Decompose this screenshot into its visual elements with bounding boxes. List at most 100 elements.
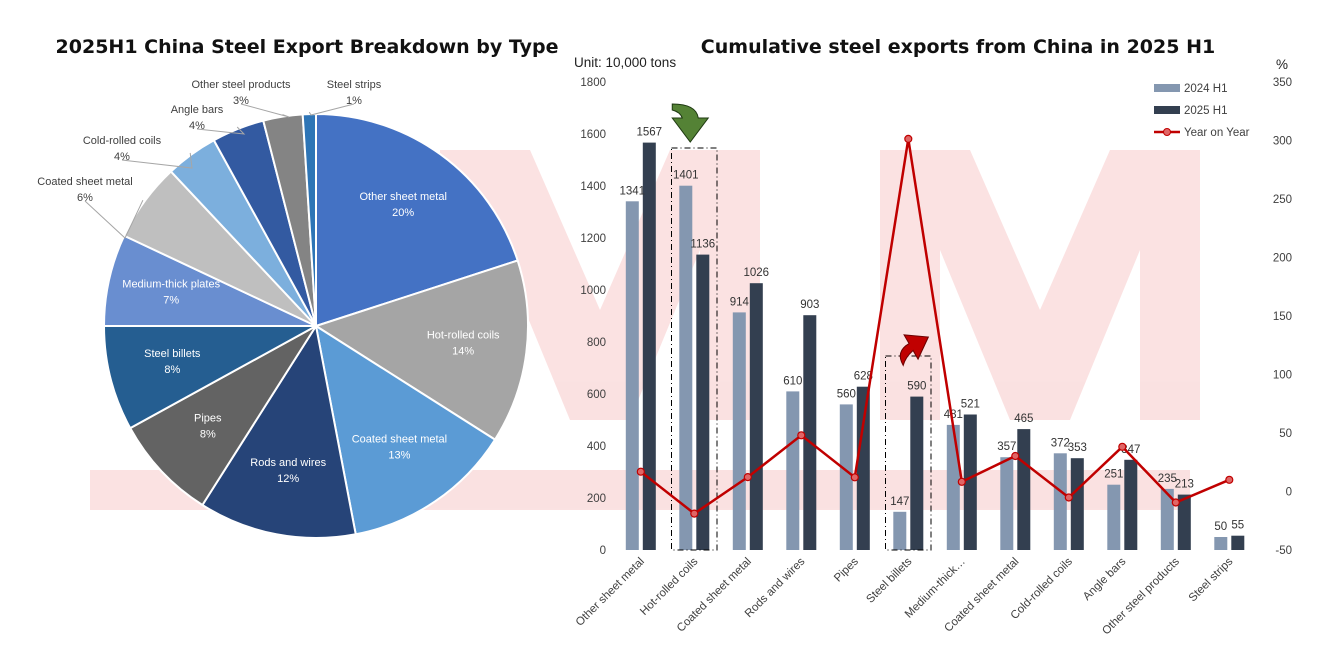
bar-2025-h1-steel-strips	[1231, 535, 1245, 550]
bar-label-2024-h1-medium-thick: 481	[944, 409, 963, 421]
pie-pct-steel-strips: 1%	[346, 95, 362, 107]
y2-unit: %	[1276, 57, 1288, 72]
pie-title: 2025H1 China Steel Export Breakdown by T…	[56, 36, 559, 58]
y2-tick--50: -50	[1275, 545, 1292, 557]
bar-label-2025-h1-steel-strips: 55	[1231, 520, 1244, 532]
pie-label-angle-bars: Angle bars	[171, 104, 224, 116]
yoy-point-angle-bars	[1118, 442, 1127, 451]
pie-label-coated-sheet-metal: Coated sheet metal	[37, 176, 132, 188]
y-tick-400: 400	[587, 441, 606, 453]
pie-pct-hot-rolled-coils: 14%	[452, 346, 474, 358]
pie-leader-other-steel-products	[240, 103, 290, 118]
highlight-box-hot-rolled-coils	[671, 147, 718, 551]
pie-pct-pipes: 8%	[200, 429, 216, 441]
pie-slices	[102, 112, 529, 539]
yoy-point-hot-rolled-coils	[690, 509, 699, 518]
bar-2025-h1-hot-rolled-coils	[696, 254, 710, 550]
pie-slice-coated-sheet-metal	[314, 323, 497, 536]
bar-label-2025-h1-medium-thick: 521	[961, 399, 980, 411]
pie-leader-angle-bars	[196, 126, 246, 135]
pie-slice-rods-and-wires	[201, 323, 357, 539]
bar-2024-h1-steel-strips	[1214, 537, 1228, 550]
legend-marker-yoy	[1163, 128, 1171, 136]
y2-tick-0: 0	[1286, 487, 1292, 499]
pie-leader-lines	[84, 103, 355, 239]
pie-slice-pipes	[128, 325, 317, 507]
y-tick-1000: 1000	[580, 285, 606, 297]
y2-axis-ticks: -50 0 50 100 150 200 250 300 350	[1273, 77, 1292, 557]
y-tick-1600: 1600	[580, 129, 606, 141]
y-tick-800: 800	[587, 337, 606, 349]
pie-labels: Other sheet metal 20% Hot-rolled coils 14% C…	[37, 79, 500, 485]
bar-2024-h1-pipes	[839, 404, 853, 550]
bar-2025-h1-cold-rolled-coils	[1070, 458, 1084, 550]
y-tick-1800: 1800	[580, 77, 606, 89]
pie-leader-steel-strips	[308, 103, 355, 116]
bar-2025-h1-angle-bars	[1124, 459, 1138, 550]
y-axis-ticks: 0 200 400 600 800 1000 1200 1400 1600 1800	[580, 77, 606, 557]
bar-label-2024-h1-hot-rolled-coils: 1401	[673, 170, 699, 182]
bar-label-2024-h1-steel-strips: 50	[1214, 521, 1227, 533]
y-tick-1400: 1400	[580, 181, 606, 193]
bar-2024-h1-coated-sheet-metal	[1000, 457, 1014, 550]
bar-label-2024-h1-cold-rolled-coils: 372	[1051, 437, 1070, 449]
pie-leader-cold-rolled-coils	[121, 152, 193, 169]
y-tick-200: 200	[587, 493, 606, 505]
bar-2024-h1-medium-thick	[946, 424, 960, 550]
bar-2024-h1-angle-bars	[1107, 484, 1121, 550]
bar-label-2025-h1-steel-billets: 590	[907, 381, 926, 393]
bars	[625, 142, 1245, 551]
x-label-other-sheet-metal: Other sheet metal	[574, 556, 647, 629]
pie-pct-angle-bars: 4%	[189, 120, 205, 132]
pie-label-other-steel-products: Other steel products	[191, 79, 291, 91]
arrow-up-icon	[899, 334, 930, 367]
pie-pct-other-sheet-metal: 20%	[392, 207, 414, 219]
bar-label-2025-h1-other-steel-products: 213	[1175, 479, 1194, 491]
bar-2025-h1-other-sheet-metal	[642, 142, 656, 550]
pie-pct-other-steel-products: 3%	[233, 95, 249, 107]
bar-label-2025-h1-cold-rolled-coils: 353	[1068, 442, 1087, 454]
pie-pct-coated-sheet-metal: 6%	[77, 192, 93, 204]
pie-pct-cold-rolled-coils: 4%	[114, 151, 130, 163]
bar-2025-h1-medium-thick	[963, 414, 977, 550]
yoy-point-other-steel-products	[1171, 498, 1180, 507]
bar-2024-h1-rods-and-wires	[786, 391, 800, 550]
pie-label-pipes: Pipes	[194, 413, 222, 425]
x-label-pipes: Pipes	[832, 555, 861, 584]
bar-2024-h1-hot-rolled-coils	[679, 185, 693, 550]
pie-label-rods-and-wires: Rods and wires	[250, 457, 326, 469]
bar-label-2024-h1-other-steel-products: 235	[1158, 473, 1177, 485]
bar-label-2025-h1-coated-sheet-metal: 465	[1014, 413, 1033, 425]
y2-tick-50: 50	[1279, 428, 1292, 440]
pie-pct-rods-and-wires: 12%	[277, 473, 299, 485]
x-label-steel-billets: Steel billets	[864, 555, 914, 605]
bar-2025-h1-steel-billets	[910, 396, 924, 550]
bar-label-2025-h1-rods-and-wires: 903	[800, 299, 819, 311]
legend-swatch-2025-h1	[1154, 106, 1180, 114]
bar-label-2025-h1-other-sheet-metal: 1567	[637, 127, 663, 139]
pie-label-steel-billets: Steel billets	[144, 348, 201, 360]
pie-chart: 2025H1 China Steel Export Breakdown by T…	[37, 36, 559, 539]
legend-label-yoy: Year on Year	[1184, 127, 1250, 139]
bar-2025-h1-coated-sheet-metal	[1017, 429, 1031, 550]
y2-tick-200: 200	[1273, 253, 1292, 265]
pie-label-other-sheet-metal: Other sheet metal	[359, 191, 446, 203]
pie-leader-coated-sheet-metal	[84, 199, 144, 239]
y2-tick-350: 350	[1273, 77, 1292, 89]
bar-label-2024-h1-coated-sheet-metal: 914	[730, 296, 750, 308]
yoy-point-steel-billets	[904, 134, 913, 143]
yoy-point-steel-strips	[1225, 475, 1234, 484]
bar-label-2024-h1-other-sheet-metal: 1341	[620, 185, 646, 197]
pie-label-cold-rolled-coils: Cold-rolled coils	[83, 135, 162, 147]
yoy-point-cold-rolled-coils	[1064, 493, 1073, 502]
bar-label-2024-h1-coated-sheet-metal: 357	[997, 441, 1016, 453]
bar-label-2025-h1-coated-sheet-metal: 1026	[744, 267, 770, 279]
bar-2024-h1-cold-rolled-coils	[1053, 453, 1067, 550]
pie-slice-other-sheet-metal	[315, 112, 519, 328]
x-label-angle-bars: Angle bars	[1081, 555, 1129, 603]
bar-2025-h1-pipes	[856, 386, 870, 550]
y2-tick-300: 300	[1273, 136, 1292, 148]
yoy-point-medium-thick	[957, 477, 966, 486]
pie-slice-hot-rolled-coils	[313, 259, 529, 441]
